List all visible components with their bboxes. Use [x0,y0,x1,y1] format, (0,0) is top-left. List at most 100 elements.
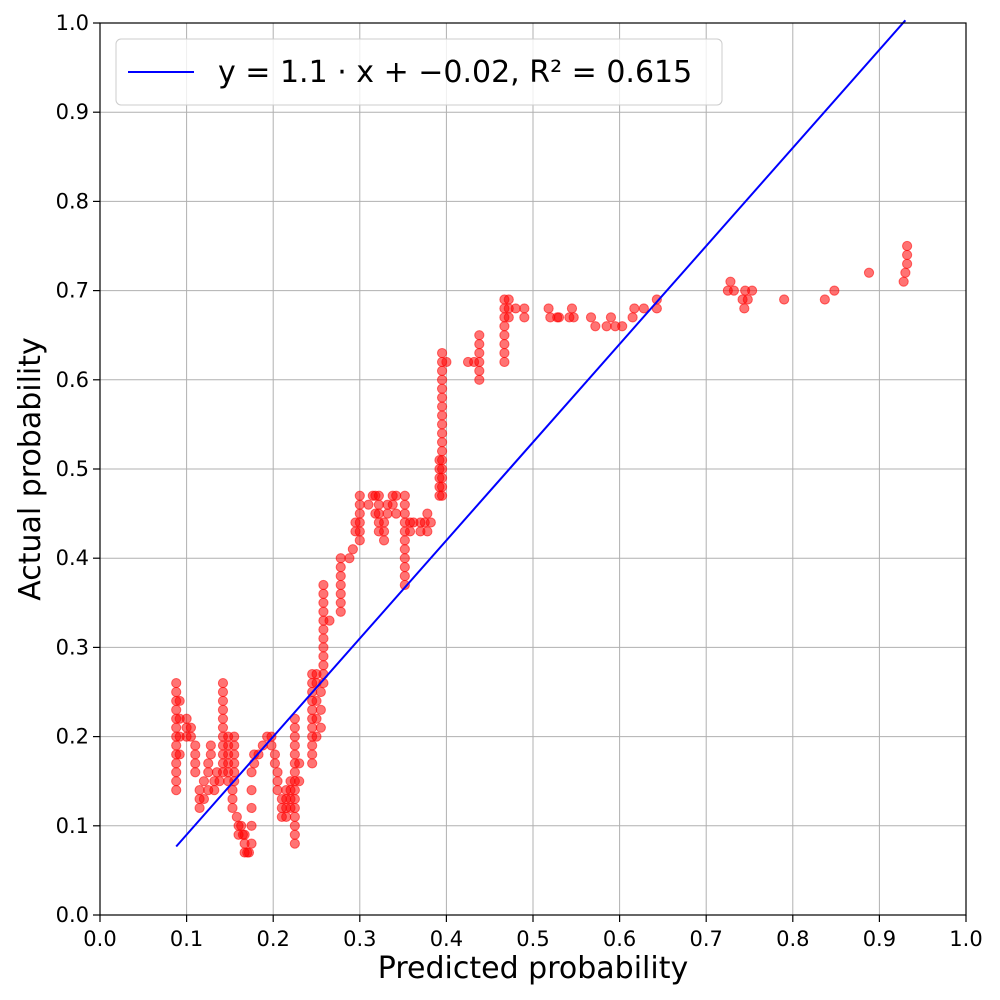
scatter-point [307,749,318,760]
y-axis-ticks: 0.0 0.1 0.2 0.3 0.4 0.5 0.6 0.7 0.8 0.9 1.0 [56,11,100,927]
scatter-point [605,312,617,323]
scatter-point [391,490,402,501]
scatter-point [174,695,185,707]
scatter-point [354,508,365,519]
scatter-point [354,535,365,546]
scatter-point [318,624,329,635]
scatter-point [742,294,753,305]
x-tick-label: 0.1 [170,927,203,951]
scatter-point [289,740,300,751]
scatter-point [198,793,210,805]
scatter-point [617,321,628,332]
x-axis-ticks: 0.0 0.1 0.2 0.3 0.4 0.5 0.6 0.7 0.8 0.9 1.0 [83,915,983,951]
scatter-point [474,347,485,359]
scatter-point [335,588,346,599]
y-tick-label: 0.2 [56,725,89,749]
scatter-point [335,570,346,582]
scatter-point [246,802,257,814]
scatter-point [190,758,201,769]
y-tick-label: 0.8 [56,189,89,213]
scatter-point [307,758,318,769]
fit-line-group [175,19,907,848]
scatter-point [171,686,182,698]
scatter-point [289,802,300,814]
scatter-point [474,330,485,341]
scatter-point [510,303,521,314]
scatter-point [217,686,229,698]
scatter-point [829,285,840,296]
scatter-point [318,579,329,591]
scatter-point [171,722,182,733]
scatter-point [819,294,830,305]
scatter-point [568,312,579,323]
scatter-point [638,303,649,314]
scatter-point [399,570,410,582]
scatter-point [289,838,300,849]
scatter-point [171,740,182,751]
scatter-point [503,294,514,305]
scatter-point [566,303,578,314]
scatter-point [474,365,485,376]
scatter-point [289,767,300,778]
scatter-point [725,276,736,287]
y-tick-label: 0.6 [56,368,89,392]
scatter-point [436,463,448,475]
scatter-point [335,606,346,617]
x-tick-label: 0.8 [776,927,809,951]
scatter-point [311,695,322,707]
scatter-point [269,758,281,769]
scatter-point [746,285,758,296]
scatter-point [318,660,329,671]
y-tick-label: 0.3 [56,635,89,659]
scatter-point [728,285,740,296]
x-tick-label: 0.0 [83,927,116,951]
scatter-point [863,267,875,278]
scatter-point [246,767,257,778]
scatter-point [307,704,318,715]
scatter-point [266,731,277,742]
scatter-point [269,749,281,760]
scatter-point [382,508,393,519]
scatter-point [902,249,913,261]
scatter-point [205,749,216,760]
scatter-point [171,677,182,689]
scatter-point [399,562,410,573]
scatter-point [229,749,240,760]
scatter-point [436,490,448,501]
scatter-point [318,597,329,608]
scatter-point [436,454,448,466]
scatter-point [171,776,182,787]
scatter-point [315,704,326,715]
scatter-point [190,740,201,751]
x-tick-label: 0.9 [863,927,896,951]
scatter-point [335,597,346,608]
scatter-point [246,820,257,831]
scatter-point [171,767,182,778]
scatter-point [281,811,292,822]
scatter-point [499,339,510,350]
scatter-points [171,240,913,858]
scatter-point [243,847,255,858]
scatter-point [318,588,329,599]
legend-label: y = 1.1 · x + −0.02, R² = 0.615 [218,55,692,90]
y-tick-label: 1.0 [56,11,89,35]
x-tick-label: 0.3 [343,927,376,951]
scatter-point [373,499,384,510]
scatter-point [399,535,410,546]
scatter-point [227,802,238,814]
scatter-point [503,312,514,323]
scatter-point [474,339,485,350]
scatter-point [474,356,485,368]
scatter-point [354,499,365,510]
scatter-point [272,785,283,796]
scatter-point [590,321,601,332]
scatter-point [441,356,452,368]
scatter-point [190,767,201,778]
scatter-point [307,740,318,751]
scatter-point [181,713,192,724]
scatter-point [289,811,300,822]
scatter-point [354,517,365,528]
y-tick-label: 0.5 [56,457,89,481]
scatter-point [425,517,436,528]
scatter-point [289,820,300,831]
